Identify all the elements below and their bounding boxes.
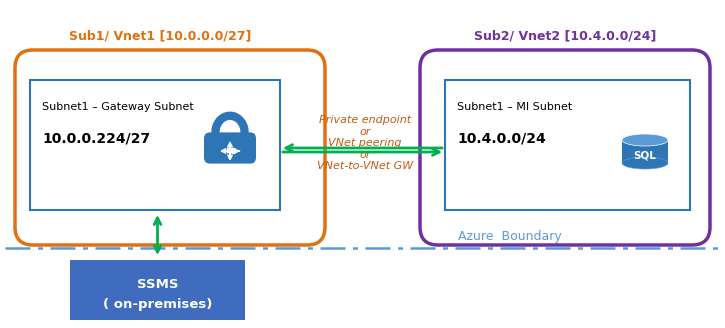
Bar [445, 80, 690, 210]
Text: ( on-premises): ( on-premises) [103, 298, 212, 311]
Text: Azure  Boundary: Azure Boundary [458, 230, 562, 243]
Text: SSMS: SSMS [137, 278, 178, 291]
Text: Sub1/ Vnet1 [10.0.0.0/27]: Sub1/ Vnet1 [10.0.0.0/27] [69, 29, 251, 42]
Text: Private endpoint
or
VNet peering
or
VNet-to-VNet GW: Private endpoint or VNet peering or VNet… [317, 115, 413, 172]
Text: Subnet1 – Gateway Subnet: Subnet1 – Gateway Subnet [42, 102, 194, 112]
Text: 10.0.0.224/27: 10.0.0.224/27 [42, 132, 150, 146]
Text: SQL: SQL [634, 151, 656, 161]
FancyBboxPatch shape [15, 50, 325, 245]
Bar [622, 140, 668, 163]
Ellipse shape [622, 134, 668, 146]
FancyBboxPatch shape [204, 133, 256, 164]
Text: Subnet1 – MI Subnet: Subnet1 – MI Subnet [457, 102, 572, 112]
Ellipse shape [622, 157, 668, 169]
Bar [70, 260, 245, 320]
Text: Sub2/ Vnet2 [10.4.0.0/24]: Sub2/ Vnet2 [10.4.0.0/24] [474, 29, 656, 42]
Text: 10.4.0.0/24: 10.4.0.0/24 [457, 132, 546, 146]
FancyBboxPatch shape [420, 50, 710, 245]
Bar [30, 80, 280, 210]
